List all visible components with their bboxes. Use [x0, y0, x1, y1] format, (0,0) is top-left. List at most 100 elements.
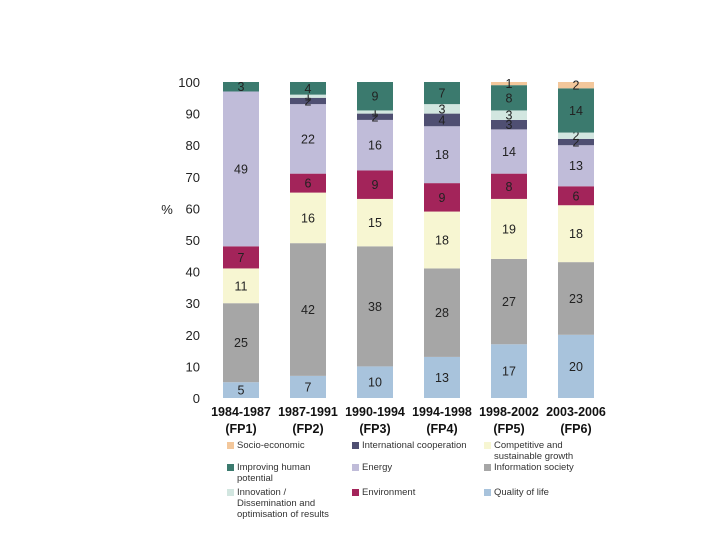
bar-segment: [558, 334, 594, 398]
bar-segment: [290, 97, 326, 105]
bar-segment: [491, 344, 527, 398]
data-label: 6: [573, 189, 580, 203]
category-label: (FP6): [560, 422, 591, 436]
legend-label: Innovation /: [237, 487, 286, 498]
legend-swatch: [352, 464, 359, 471]
data-label: 10: [368, 376, 382, 390]
data-label: 3: [506, 109, 513, 123]
data-label: 9: [439, 191, 446, 205]
data-label: 4: [439, 113, 446, 127]
bar-segment: [424, 356, 460, 398]
legend-label: potential: [237, 473, 273, 484]
data-label: 5: [238, 384, 245, 398]
legend-label: Quality of life: [494, 487, 549, 498]
category-label: (FP1): [225, 422, 256, 436]
legend-label: optimisation of results: [237, 509, 329, 520]
legend-swatch: [484, 442, 491, 449]
data-label: 2: [573, 129, 580, 143]
bar-segment: [491, 198, 527, 259]
bar-segment: [357, 113, 393, 120]
legend-label: Improving human: [237, 462, 310, 473]
bar-segment: [424, 183, 460, 212]
data-label: 17: [502, 365, 516, 379]
legend-label: International cooperation: [362, 440, 467, 451]
y-tick-label: 0: [193, 391, 200, 406]
category-labels: 1984-1987 (FP1) 1987-1991 (FP2) 1990-1994 (FP…: [211, 405, 606, 436]
y-tick-label: 10: [186, 359, 200, 374]
y-tick-label: 80: [186, 138, 200, 153]
data-label: 18: [435, 148, 449, 162]
data-label: 13: [569, 159, 583, 173]
bar-segment: [290, 94, 326, 98]
bar-segment: [290, 243, 326, 376]
bar-segment: [491, 173, 527, 199]
bar-segment: [357, 366, 393, 398]
data-label: 3: [506, 118, 513, 132]
data-label: 7: [238, 251, 245, 265]
y-tick-label: 20: [186, 328, 200, 343]
bar-segment: [491, 82, 527, 86]
data-label: 18: [435, 234, 449, 248]
bar-segment: [223, 246, 259, 269]
legend-label: Environment: [362, 487, 416, 498]
bar-segment: [290, 82, 326, 95]
bar-segment: [223, 382, 259, 398]
y-tick-label: 90: [186, 107, 200, 122]
y-tick-label: 70: [186, 170, 200, 185]
data-label: 38: [368, 300, 382, 314]
bar-segment: [290, 104, 326, 174]
bar-segment: [424, 82, 460, 105]
legend-swatch: [227, 442, 234, 449]
data-label: 2: [573, 136, 580, 150]
data-label: 16: [301, 211, 315, 225]
bar-segment: [558, 132, 594, 139]
y-axis: 0 10 20 30 40 50 60 70 80 90 100: [178, 75, 200, 406]
category-label: (FP5): [493, 422, 524, 436]
category-label: 1990-1994: [345, 405, 405, 419]
data-label: 1: [506, 77, 513, 91]
bar-segment: [491, 85, 527, 111]
category-label: 1984-1987: [211, 405, 271, 419]
legend-label: Information society: [494, 462, 574, 473]
bar-segment: [558, 138, 594, 146]
data-label: 2: [305, 94, 312, 108]
legend-swatch: [227, 464, 234, 471]
bar-segment: [424, 113, 460, 127]
legend-label: Socio-economic: [237, 440, 305, 451]
bar-segment: [558, 262, 594, 335]
category-label: 1994-1998: [412, 405, 472, 419]
bar-segment: [424, 268, 460, 357]
bar-segment: [491, 119, 527, 130]
bar-segment: [290, 173, 326, 193]
data-label: 15: [368, 216, 382, 230]
bar-segment: [558, 205, 594, 263]
data-label: 22: [301, 132, 315, 146]
bar-segment: [223, 91, 259, 247]
data-label: 18: [569, 227, 583, 241]
bar-segment: [558, 145, 594, 187]
data-label: 7: [305, 380, 312, 394]
data-label: 1: [305, 90, 312, 104]
y-tick-label: 100: [178, 75, 200, 90]
data-label: 16: [368, 139, 382, 153]
bar-segment: [357, 82, 393, 111]
data-label: 28: [435, 306, 449, 320]
y-tick-label: 50: [186, 233, 200, 248]
bar-segment: [424, 104, 460, 114]
y-tick-label: 30: [186, 296, 200, 311]
category-label: (FP4): [426, 422, 457, 436]
legend-swatch: [227, 489, 234, 496]
data-label: 14: [502, 145, 516, 159]
bar-segment: [558, 82, 594, 89]
y-tick-label: 40: [186, 265, 200, 280]
category-label: (FP3): [359, 422, 390, 436]
y-axis-title: %: [161, 202, 173, 217]
data-label: 3: [439, 102, 446, 116]
bar-segment: [223, 82, 259, 92]
data-label: 3: [238, 80, 245, 94]
data-label: 14: [569, 104, 583, 118]
legend-label: Energy: [362, 462, 392, 473]
bar-segment: [558, 186, 594, 206]
category-label: (FP2): [292, 422, 323, 436]
